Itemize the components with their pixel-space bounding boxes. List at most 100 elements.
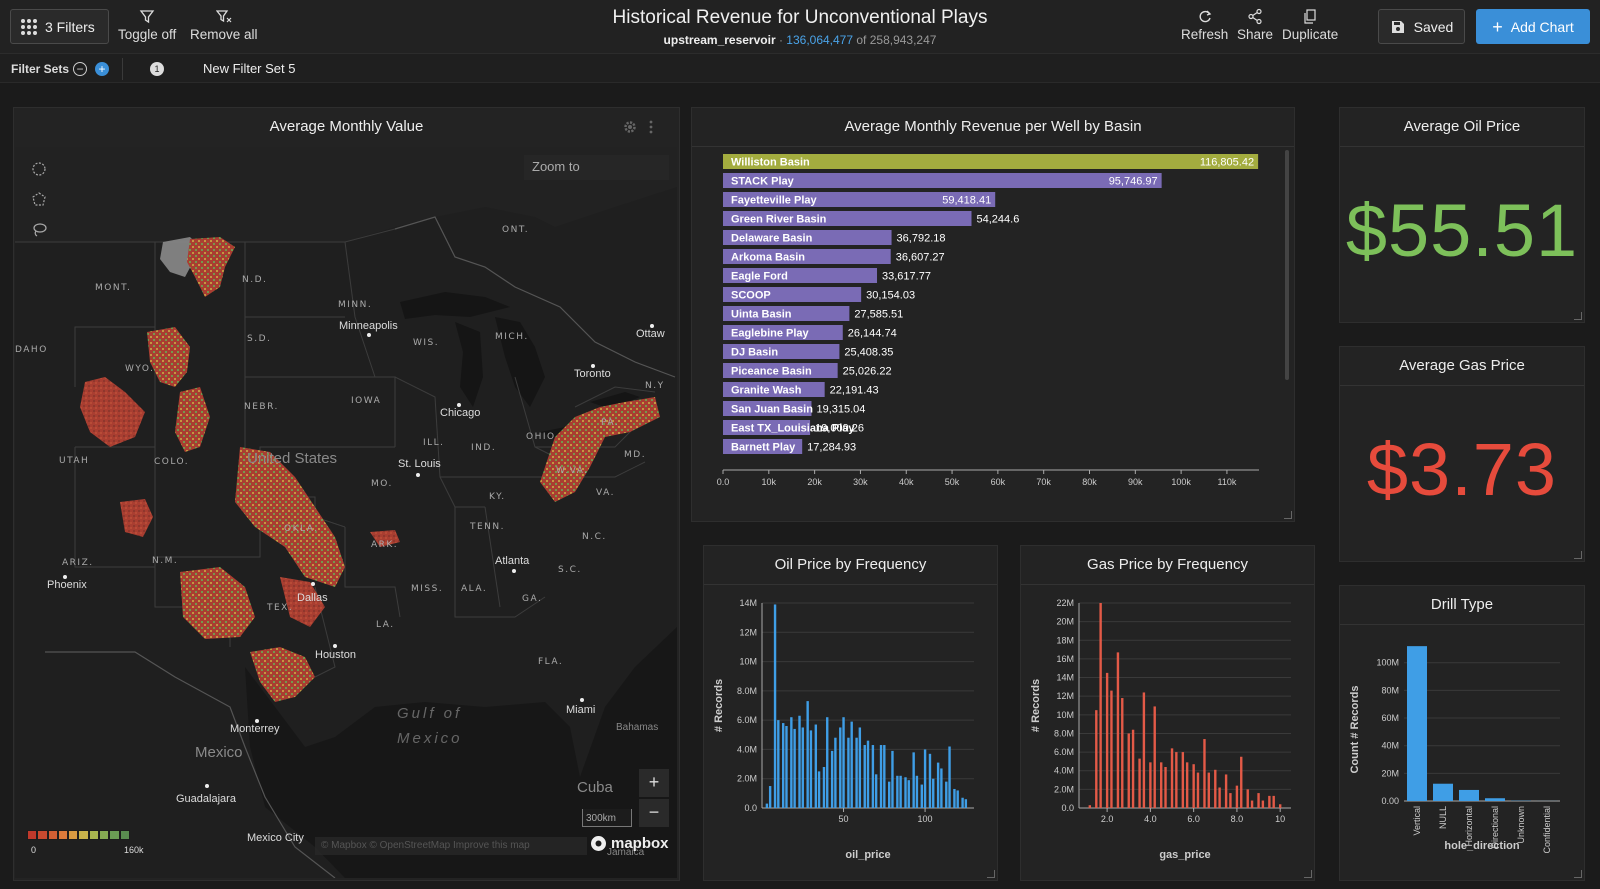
revenue-heatmap-layer [80, 237, 660, 702]
bar-value-label: 25,026.22 [843, 366, 892, 378]
remove-all-button[interactable]: Remove all [190, 8, 258, 42]
scrollbar[interactable] [1285, 150, 1289, 380]
y-tick-label: 40M [1381, 741, 1399, 751]
city-dot [367, 333, 371, 337]
bar-label: San Juan Basin [731, 404, 813, 416]
map-label: UTAH [59, 456, 90, 466]
x-tick-label: Horizontal [1464, 806, 1474, 847]
y-tick-label: 20M [1056, 617, 1074, 627]
zoom-to-input[interactable]: Zoom to [524, 155, 669, 180]
duplicate-label: Duplicate [1282, 27, 1339, 42]
saved-button[interactable]: Saved [1378, 9, 1465, 44]
x-tick-label: 30k [853, 477, 868, 487]
legend-swatch [109, 830, 120, 840]
resize-handle[interactable] [1284, 511, 1292, 519]
map-label: S.C. [558, 565, 582, 575]
bar-label: Piceance Basin [731, 366, 812, 378]
divider [122, 58, 123, 80]
remove-filter-set-icon[interactable]: − [73, 62, 87, 76]
more-options-icon[interactable] [648, 120, 654, 134]
bar [723, 249, 891, 264]
histogram-bar [891, 750, 894, 808]
bar-label: Fayetteville Play [731, 195, 817, 207]
histogram-bar [907, 780, 910, 808]
circle-select-icon[interactable] [31, 161, 47, 177]
bar-value-label: 22,191.43 [830, 385, 879, 397]
filters-button[interactable]: 3 Filters [10, 9, 109, 44]
histogram-bar [1153, 706, 1156, 808]
map-label: MICH. [495, 332, 529, 342]
toggle-off-button[interactable]: Toggle off [118, 8, 176, 42]
plus-icon: + [1492, 16, 1503, 37]
histogram-bar [768, 786, 772, 808]
histogram-bar [912, 752, 915, 808]
histogram-bar [964, 799, 968, 808]
bar-value-label: 95,746.97 [1109, 176, 1158, 188]
city-label: St. Louis [398, 458, 441, 470]
bar-value-label: 27,585.51 [854, 309, 903, 321]
map-label: NEBR. [244, 402, 279, 412]
city-dot [591, 364, 595, 368]
city-label: Dallas [297, 592, 328, 604]
add-filter-set-icon[interactable]: + [95, 62, 109, 76]
filter-set-name[interactable]: New Filter Set 5 [203, 61, 296, 76]
histogram-bar [809, 730, 813, 808]
city-dot [333, 644, 337, 648]
legend-swatch [119, 830, 130, 840]
histogram-bar [961, 797, 964, 808]
bar-value-label: 116,805.42 [1200, 157, 1254, 169]
bar [723, 173, 1162, 188]
filter-sets-bar: Filter Sets − + 1 New Filter Set 5 [0, 54, 1600, 83]
y-axis-title: # Records [1030, 679, 1042, 732]
bar-label: SCOOP [731, 290, 771, 302]
remove-all-label: Remove all [190, 27, 258, 42]
city-dot [457, 403, 461, 407]
map-canvas[interactable]: Zoom to MONT. N.D. ONT. MINN. S.D. WIS. … [15, 147, 677, 878]
histogram-bar [1121, 698, 1124, 808]
resize-handle[interactable] [1574, 551, 1582, 559]
map-label: COLO. [154, 457, 190, 467]
gear-icon[interactable] [623, 120, 637, 134]
lasso-select-icon[interactable] [31, 221, 47, 237]
city-dot [255, 719, 259, 723]
y-tick-label: 18M [1056, 635, 1074, 645]
histogram-bar [798, 715, 801, 808]
bar-value-label: 26,144.74 [848, 328, 897, 340]
map-panel-title: Average Monthly Value [269, 118, 424, 135]
polygon-select-icon[interactable] [31, 191, 47, 207]
zoom-out-button[interactable]: − [639, 799, 669, 827]
resize-handle[interactable] [1574, 870, 1582, 878]
bar-label: Eagle Ford [731, 271, 788, 283]
share-icon [1248, 8, 1262, 25]
map-label: VA. [596, 488, 615, 498]
histogram-bar [956, 790, 959, 808]
histogram-bar [888, 781, 891, 808]
histogram-bar [850, 721, 853, 808]
zoom-in-button[interactable]: + [639, 769, 669, 797]
share-button[interactable]: Share [1237, 8, 1273, 42]
histogram-bar [790, 717, 793, 808]
x-tick-label: 50 [839, 814, 849, 824]
map-label: TEX. [267, 603, 294, 613]
resize-handle[interactable] [987, 870, 995, 878]
map-label: N.D. [242, 275, 268, 285]
map-label: LA. [376, 620, 395, 630]
map-label: MISS. [411, 584, 444, 594]
histogram-bar [834, 737, 837, 808]
y-tick-label: 14M [739, 598, 757, 608]
city-label: Atlanta [495, 555, 530, 567]
resize-handle[interactable] [1304, 870, 1312, 878]
refresh-button[interactable]: Refresh [1181, 8, 1228, 42]
bar-label: Green River Basin [731, 214, 827, 226]
map-label: N.M. [152, 556, 179, 566]
city-dot [311, 582, 315, 586]
resize-handle[interactable] [1574, 312, 1582, 320]
bar-value-label: 36,792.18 [897, 233, 946, 245]
map-attribution[interactable]: © Mapbox © OpenStreetMap Improve this ma… [315, 837, 587, 855]
histogram-bar [871, 745, 875, 808]
histogram-bar [1149, 762, 1152, 808]
duplicate-button[interactable]: Duplicate [1282, 8, 1338, 42]
add-chart-button[interactable]: + Add Chart [1476, 9, 1590, 44]
x-tick-label: 50k [945, 477, 960, 487]
histogram-bar [1278, 804, 1282, 808]
